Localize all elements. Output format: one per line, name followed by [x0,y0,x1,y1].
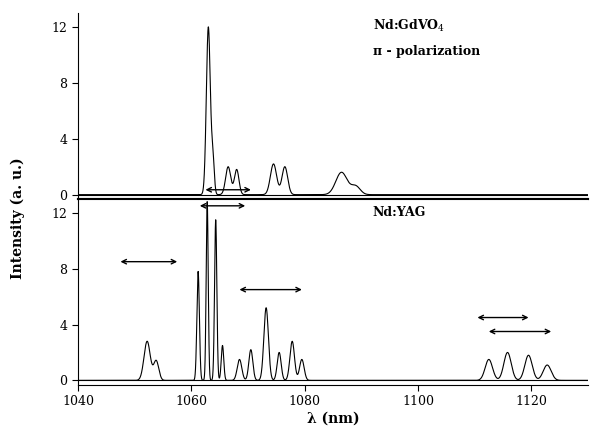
Text: Nd:YAG: Nd:YAG [373,205,426,218]
Text: Nd:GdVO$_4$: Nd:GdVO$_4$ [373,18,445,34]
Text: Intensity (a. u.): Intensity (a. u.) [11,158,25,279]
Text: π - polarization: π - polarization [373,45,480,58]
X-axis label: λ (nm): λ (nm) [307,412,359,426]
